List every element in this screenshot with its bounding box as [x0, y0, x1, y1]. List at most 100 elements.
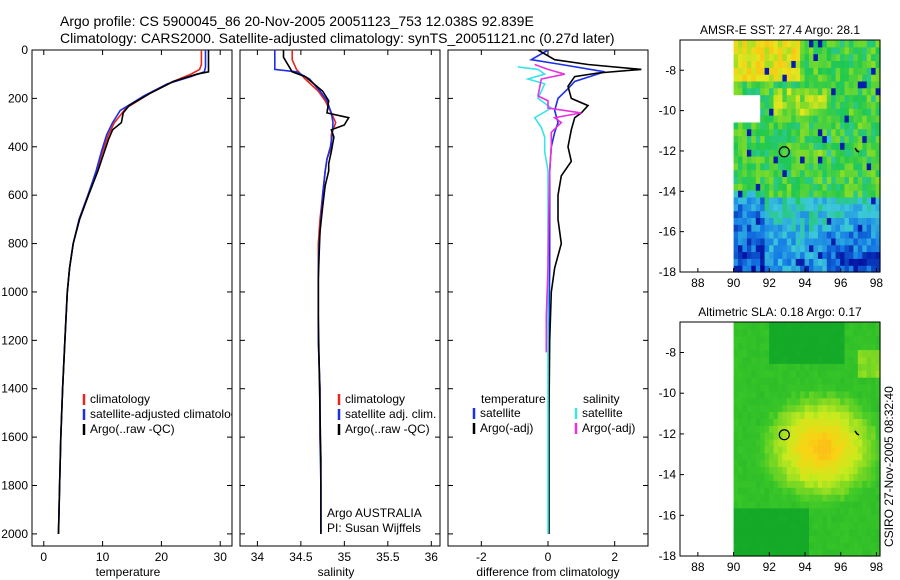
sst_map-cell [800, 258, 806, 266]
sst_map-cell [862, 203, 868, 212]
sla_map-cell [795, 349, 801, 357]
sst_map-cell [764, 128, 770, 137]
sla_map-cell [817, 542, 823, 550]
sla_map-cell [813, 425, 819, 433]
sst_map-cell [738, 156, 743, 164]
sst_map-cell [844, 258, 850, 266]
sla_map-cell [822, 494, 828, 502]
sla_map-cell [738, 390, 743, 399]
sla_map-cell [742, 452, 748, 461]
sst_map-cell [800, 237, 806, 246]
sla_map-cell [795, 445, 801, 454]
sla_map-cell [742, 397, 748, 406]
sst_map-cell [733, 115, 739, 123]
sst_map-cell [742, 251, 748, 259]
diff-legend-sal-header: salinity [583, 392, 620, 406]
sst_map-cell [777, 251, 783, 259]
sst_map-cell [777, 176, 783, 184]
sst_map-cell [786, 162, 792, 171]
sst_map-cell [742, 121, 748, 130]
sla_map-cell [738, 480, 743, 488]
sla_map-cell [738, 432, 743, 440]
sla_map-cell [875, 404, 881, 413]
sst_map-cell [848, 101, 854, 109]
sst_map-cell [800, 74, 806, 82]
sla_map-cell [769, 494, 775, 502]
sla_map-cell [733, 542, 739, 550]
sla_map-cell [813, 356, 819, 364]
sst_map-cell [817, 224, 823, 232]
sst_map-cell [831, 244, 837, 253]
sst_map-cell [733, 258, 739, 266]
sst_map-cell [835, 53, 841, 61]
sst_map-xtick-label: 94 [798, 276, 812, 290]
sst_map-cell [866, 162, 872, 171]
sst_map-cell [848, 60, 854, 68]
sla_map-cell [760, 425, 766, 433]
sst_map-cell [875, 169, 881, 177]
sla_map-cell [782, 356, 788, 364]
sla_map-cell [764, 452, 770, 461]
sst_map-cell [862, 156, 868, 164]
sla_map-cell [862, 445, 868, 454]
sst_map-cell [773, 80, 779, 89]
sst_map-cell [840, 183, 846, 191]
sst_map-cell [809, 210, 814, 218]
sla_map-cell [857, 480, 863, 488]
sla_map-cell [866, 411, 872, 419]
sst_map-cell [777, 94, 783, 102]
sla_map-cell [800, 425, 806, 433]
sst_map-cell [755, 46, 761, 55]
sla_map-cell [746, 322, 752, 330]
sla_map-cell [826, 377, 832, 385]
sla_map-cell [804, 500, 810, 509]
sst_map-cell [773, 217, 779, 225]
sla_map-cell [738, 466, 743, 474]
sla_map-cell [791, 452, 797, 461]
sst_map-cell [844, 108, 850, 116]
sla_map-cell [844, 535, 850, 543]
sla_map-cell [848, 363, 854, 371]
sla_map-cell [760, 377, 766, 385]
sst_map-cell [795, 265, 801, 273]
sst_map-cell [817, 87, 823, 96]
sla_map-cell [800, 521, 806, 530]
sla_map-cell [875, 439, 881, 447]
sla_map-cell [875, 487, 881, 495]
sla_map-cell [831, 397, 837, 406]
sst_map-cell [840, 115, 846, 123]
sst_map-cell [791, 135, 797, 143]
sla_map-cell [755, 500, 761, 509]
sst_map-cell [786, 176, 792, 184]
sst_map-cell [733, 169, 739, 177]
sla_map-cell [835, 383, 841, 392]
sla_map-cell [822, 473, 828, 481]
sst_map-cell [866, 176, 872, 184]
sst_map-cell [751, 265, 757, 273]
sla_map-cell [782, 363, 788, 371]
sla_map-cell [804, 411, 810, 419]
sla_map-cell [831, 487, 837, 495]
sla_map-cell [853, 377, 859, 385]
sla_map-cell [786, 521, 792, 530]
sst_map-cell [871, 203, 877, 212]
sla_map-cell [786, 452, 792, 461]
sla_map-cell [804, 549, 810, 557]
footer-timestamp: CSIRO 27-Nov-2005 08:32:40 [882, 386, 896, 547]
sla_map-cell [826, 466, 832, 474]
sst_map-cell [831, 149, 837, 157]
sla_map-cell [862, 328, 868, 337]
sst_map-cell [773, 128, 779, 137]
sla_map-cell [760, 521, 766, 530]
sla_map-cell [760, 370, 766, 378]
sla_map-cell [764, 507, 770, 516]
sla_map-cell [773, 542, 779, 550]
sst_map-cell [853, 203, 859, 212]
temperature-ytick-label: 600 [8, 188, 28, 202]
sst_map-cell [773, 108, 779, 116]
sst_map-cell [800, 265, 806, 273]
sst_map-cell [848, 53, 854, 61]
sst_map-cell [862, 74, 868, 82]
sst_map-cell [844, 244, 850, 253]
sst_map-cell [871, 183, 877, 191]
